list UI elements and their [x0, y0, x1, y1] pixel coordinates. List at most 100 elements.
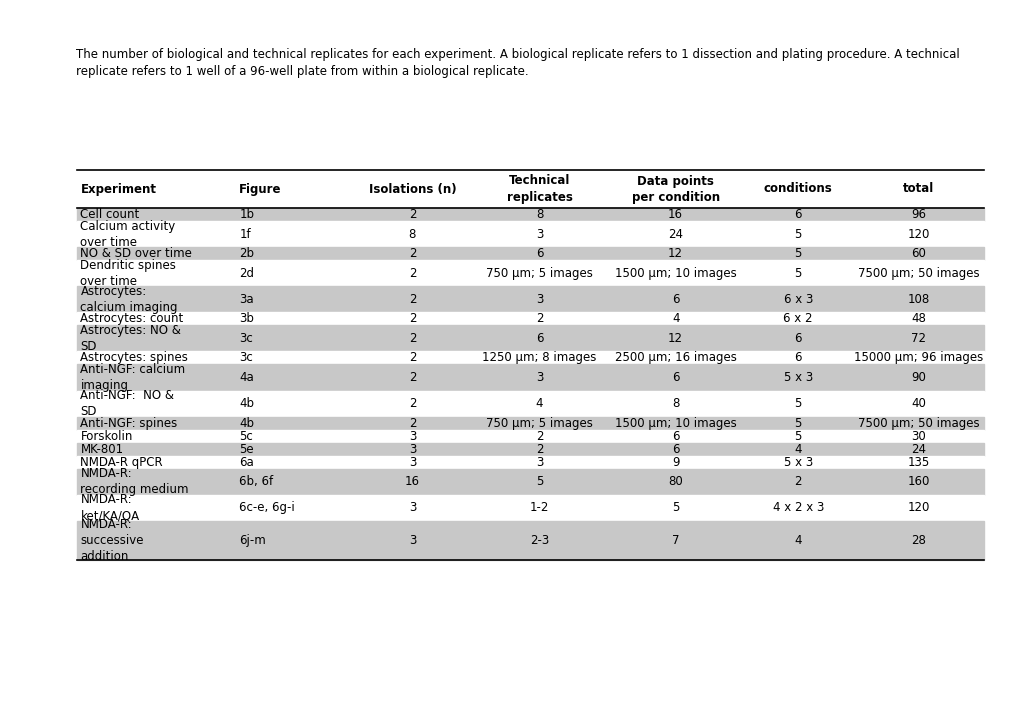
Text: 15000 μm; 96 images: 15000 μm; 96 images: [853, 351, 982, 364]
Text: 120: 120: [907, 228, 928, 240]
Bar: [76, 247, 983, 260]
Text: 2: 2: [409, 266, 416, 279]
Text: 2: 2: [409, 293, 416, 306]
Text: 2: 2: [409, 332, 416, 345]
Text: total: total: [902, 182, 933, 196]
Text: The number of biological and technical replicates for each experiment. A biologi: The number of biological and technical r…: [76, 48, 959, 78]
Text: 750 μm; 5 images: 750 μm; 5 images: [486, 417, 592, 430]
Text: 2: 2: [409, 312, 416, 325]
Text: 4b: 4b: [239, 417, 254, 430]
Text: Figure: Figure: [239, 182, 281, 196]
Text: 1f: 1f: [239, 228, 251, 240]
Text: 40: 40: [910, 397, 925, 410]
Text: 3b: 3b: [239, 312, 254, 325]
Text: 2: 2: [535, 312, 543, 325]
Text: 16: 16: [667, 208, 683, 221]
Text: 8: 8: [535, 208, 543, 221]
Text: 5e: 5e: [239, 443, 254, 456]
Text: 6: 6: [794, 208, 801, 221]
Text: 135: 135: [907, 456, 928, 469]
Text: 96: 96: [910, 208, 925, 221]
Text: Astrocytes: spines: Astrocytes: spines: [81, 351, 189, 364]
Text: 90: 90: [910, 371, 925, 384]
Text: 3: 3: [535, 293, 543, 306]
Text: NMDA-R:
recording medium: NMDA-R: recording medium: [81, 467, 189, 496]
Text: 4b: 4b: [239, 397, 254, 410]
Text: 750 μm; 5 images: 750 μm; 5 images: [486, 266, 592, 279]
Bar: [76, 312, 983, 325]
Text: 3: 3: [535, 456, 543, 469]
Text: 60: 60: [910, 247, 925, 260]
Text: 6: 6: [794, 351, 801, 364]
Text: 4: 4: [535, 397, 543, 410]
Text: 4 x 2 x 3: 4 x 2 x 3: [771, 501, 823, 514]
Text: Astrocytes: count: Astrocytes: count: [81, 312, 183, 325]
Text: 1250 μm; 8 images: 1250 μm; 8 images: [482, 351, 596, 364]
Text: 3: 3: [409, 443, 416, 456]
Text: Anti-NGF:  NO &
SD: Anti-NGF: NO & SD: [81, 389, 174, 418]
Text: NMDA-R:
successive
addition: NMDA-R: successive addition: [81, 518, 144, 563]
Text: 16: 16: [405, 475, 420, 488]
Bar: [76, 495, 983, 521]
Text: 80: 80: [667, 475, 683, 488]
Text: 5: 5: [794, 430, 801, 443]
Text: 4: 4: [794, 534, 801, 547]
Text: conditions: conditions: [763, 182, 832, 196]
Text: 120: 120: [907, 501, 928, 514]
Text: 6: 6: [672, 443, 679, 456]
Text: Anti-NGF: calcium
imaging: Anti-NGF: calcium imaging: [81, 363, 185, 392]
Text: 9: 9: [672, 456, 679, 469]
Text: 6: 6: [672, 293, 679, 306]
Text: NO & SD over time: NO & SD over time: [81, 247, 193, 260]
Text: 5: 5: [794, 228, 801, 240]
Text: 28: 28: [910, 534, 925, 547]
Text: 3: 3: [409, 534, 416, 547]
Text: NMDA-R:
ket/KA/QA: NMDA-R: ket/KA/QA: [81, 493, 140, 522]
Text: Anti-NGF: spines: Anti-NGF: spines: [81, 417, 177, 430]
Text: 2d: 2d: [239, 266, 254, 279]
Text: 6j-m: 6j-m: [239, 534, 266, 547]
Text: 6c-e, 6g-i: 6c-e, 6g-i: [239, 501, 294, 514]
Text: 5 x 3: 5 x 3: [783, 371, 812, 384]
Bar: [76, 456, 983, 469]
Text: 2: 2: [409, 351, 416, 364]
Bar: [76, 364, 983, 390]
Text: Technical
replicates: Technical replicates: [506, 174, 572, 204]
Bar: [76, 351, 983, 364]
Bar: [76, 521, 983, 560]
Text: Calcium activity
over time: Calcium activity over time: [81, 220, 175, 248]
Text: 24: 24: [667, 228, 683, 240]
Text: 1b: 1b: [239, 208, 254, 221]
Text: Forskolin: Forskolin: [81, 430, 132, 443]
Text: Data points
per condition: Data points per condition: [631, 174, 719, 204]
Text: 3: 3: [535, 228, 543, 240]
Text: 2b: 2b: [239, 247, 254, 260]
Text: 2: 2: [409, 208, 416, 221]
Text: 4a: 4a: [239, 371, 254, 384]
Text: 2: 2: [535, 443, 543, 456]
Text: 4: 4: [672, 312, 679, 325]
Text: 1500 μm; 10 images: 1500 μm; 10 images: [614, 266, 736, 279]
Text: 2: 2: [409, 417, 416, 430]
Text: 3: 3: [535, 371, 543, 384]
Text: 4: 4: [794, 443, 801, 456]
Text: 6: 6: [535, 247, 543, 260]
Text: 2: 2: [409, 371, 416, 384]
Text: 30: 30: [910, 430, 925, 443]
Text: Dendritic spines
over time: Dendritic spines over time: [81, 258, 176, 288]
Text: 6: 6: [794, 332, 801, 345]
Text: 3a: 3a: [239, 293, 254, 306]
Text: 3: 3: [409, 430, 416, 443]
Text: 2: 2: [794, 475, 801, 488]
Text: 2: 2: [409, 247, 416, 260]
Bar: [76, 443, 983, 456]
Bar: [76, 287, 983, 312]
Text: 7500 μm; 50 images: 7500 μm; 50 images: [857, 417, 978, 430]
Text: 7: 7: [672, 534, 679, 547]
Bar: [76, 221, 983, 247]
Text: 5: 5: [794, 417, 801, 430]
Bar: [76, 325, 983, 351]
Bar: [76, 430, 983, 443]
Text: 6b, 6f: 6b, 6f: [239, 475, 273, 488]
Text: 2: 2: [409, 397, 416, 410]
